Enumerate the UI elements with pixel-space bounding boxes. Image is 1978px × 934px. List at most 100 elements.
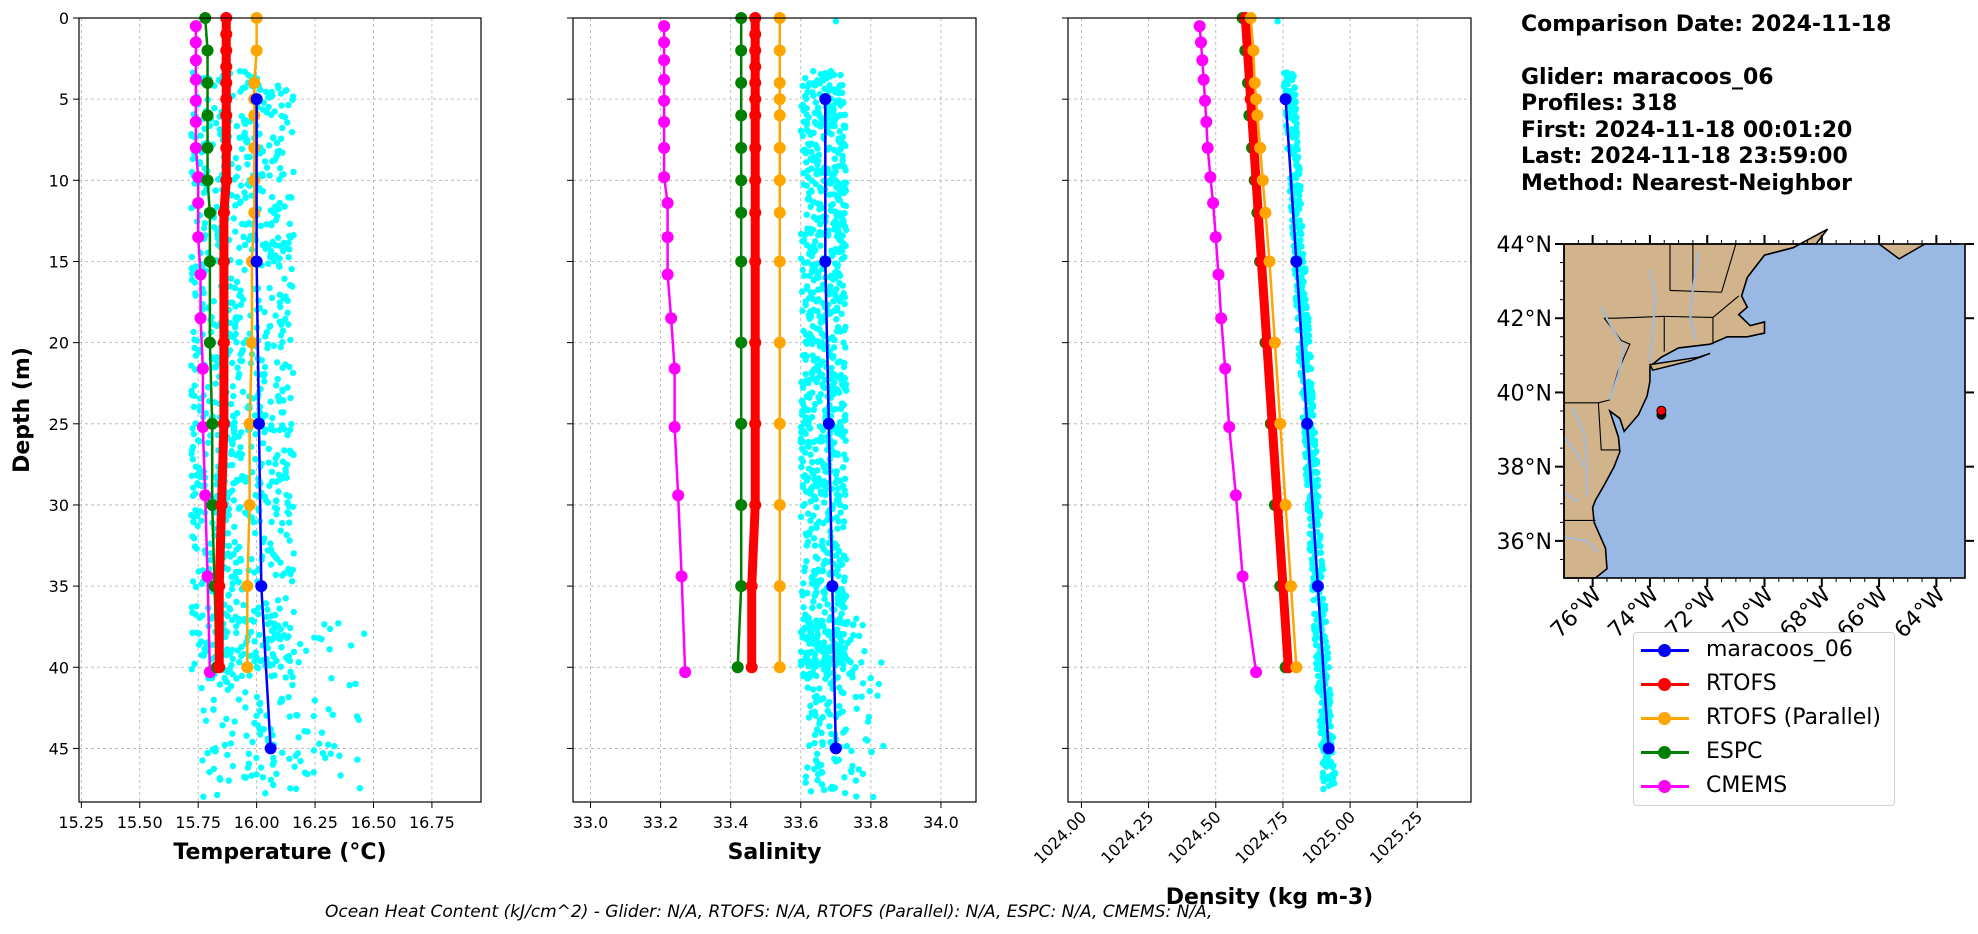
glider-point	[206, 768, 213, 776]
glider-point	[840, 729, 847, 736]
glider-point	[839, 665, 847, 673]
data-point	[217, 336, 230, 349]
glider-point	[262, 790, 269, 797]
data-point	[735, 336, 748, 349]
glider-point	[1331, 770, 1339, 778]
glider-point	[295, 734, 302, 741]
glider-point	[241, 266, 248, 274]
glider-point	[196, 403, 204, 410]
glider-point	[821, 590, 828, 597]
glider-point	[291, 763, 298, 770]
glider-point	[1295, 192, 1303, 199]
glider-point	[799, 238, 806, 245]
lat-tick-label: 40°N	[1497, 381, 1552, 406]
glider-point	[1323, 643, 1331, 651]
glider-point	[227, 553, 234, 560]
glider-point	[836, 112, 843, 119]
data-point	[735, 141, 748, 154]
glider-point	[819, 741, 826, 748]
glider-point	[190, 513, 198, 521]
data-point	[189, 20, 202, 33]
glider-point	[831, 155, 838, 162]
data-point	[745, 661, 758, 674]
glider-point	[290, 168, 297, 176]
data-point	[773, 498, 786, 511]
data-point	[264, 742, 277, 755]
glider-point	[213, 203, 221, 211]
glider-point	[211, 224, 218, 231]
glider-point	[840, 552, 848, 559]
glider-point	[825, 227, 832, 234]
x-tick-label: 33.2	[643, 813, 679, 832]
glider-point	[816, 685, 823, 692]
glider-point	[1281, 80, 1289, 87]
glider-point	[805, 194, 812, 201]
glider-point	[224, 686, 232, 693]
glider-point	[875, 680, 883, 688]
glider-point	[190, 328, 197, 336]
legend-item-cmems: CMEMS	[1634, 769, 1894, 803]
glider-point	[1293, 156, 1300, 164]
glider-point	[279, 749, 286, 756]
glider-point	[247, 628, 255, 636]
data-point	[1284, 580, 1297, 593]
series-espc	[731, 12, 748, 674]
glider-point	[842, 323, 849, 331]
glider-point	[859, 680, 867, 687]
glider-point	[1284, 70, 1292, 77]
data-point	[203, 206, 216, 219]
glider-point	[799, 409, 807, 416]
legend-label: maracoos_06	[1706, 637, 1853, 662]
data-point	[668, 362, 681, 375]
glider-point	[827, 73, 834, 80]
data-point	[1247, 44, 1260, 57]
glider-point	[840, 451, 848, 458]
glider-point	[192, 490, 199, 497]
glider-point	[800, 604, 807, 611]
glider-point	[263, 613, 270, 621]
glider-point	[265, 445, 273, 453]
data-point	[749, 206, 762, 219]
glider-point	[1322, 618, 1330, 625]
glider-point	[235, 259, 242, 266]
glider-point	[275, 261, 283, 269]
glider-point	[232, 559, 240, 566]
glider-point	[1302, 450, 1309, 457]
series-rtofs-parallel	[1244, 12, 1303, 674]
glider-point	[806, 390, 813, 398]
glider-point	[817, 696, 824, 704]
glider-point	[837, 424, 845, 431]
data-point	[661, 231, 674, 244]
glider-point	[188, 604, 196, 611]
data-point	[252, 417, 265, 430]
glider-point	[835, 429, 842, 437]
data-point	[1301, 417, 1314, 430]
glider-point	[818, 621, 825, 628]
glider-point	[263, 88, 270, 96]
glider-point	[804, 764, 811, 771]
glider-point	[230, 424, 238, 431]
glider-point	[286, 232, 293, 240]
series-maracoos-06	[250, 93, 277, 755]
lat-tick-label: 36°N	[1497, 530, 1552, 555]
data-point	[658, 20, 671, 33]
glider-point	[275, 84, 282, 92]
data-point	[203, 255, 216, 268]
glider-point	[200, 225, 208, 232]
glider-point	[283, 461, 291, 468]
glider-point	[802, 356, 809, 363]
glider-point	[336, 752, 343, 759]
glider-point	[281, 275, 288, 282]
glider-point	[853, 615, 860, 622]
glider-point	[829, 334, 836, 341]
glider-point	[827, 202, 835, 209]
glider-point	[188, 270, 196, 277]
data-point	[213, 580, 226, 593]
glider-point	[223, 646, 231, 653]
glider-point	[843, 742, 851, 750]
glider-point	[822, 628, 829, 636]
glider-point	[799, 458, 807, 465]
glider-point	[820, 461, 827, 468]
data-point	[661, 268, 674, 281]
glider-point	[836, 211, 843, 219]
